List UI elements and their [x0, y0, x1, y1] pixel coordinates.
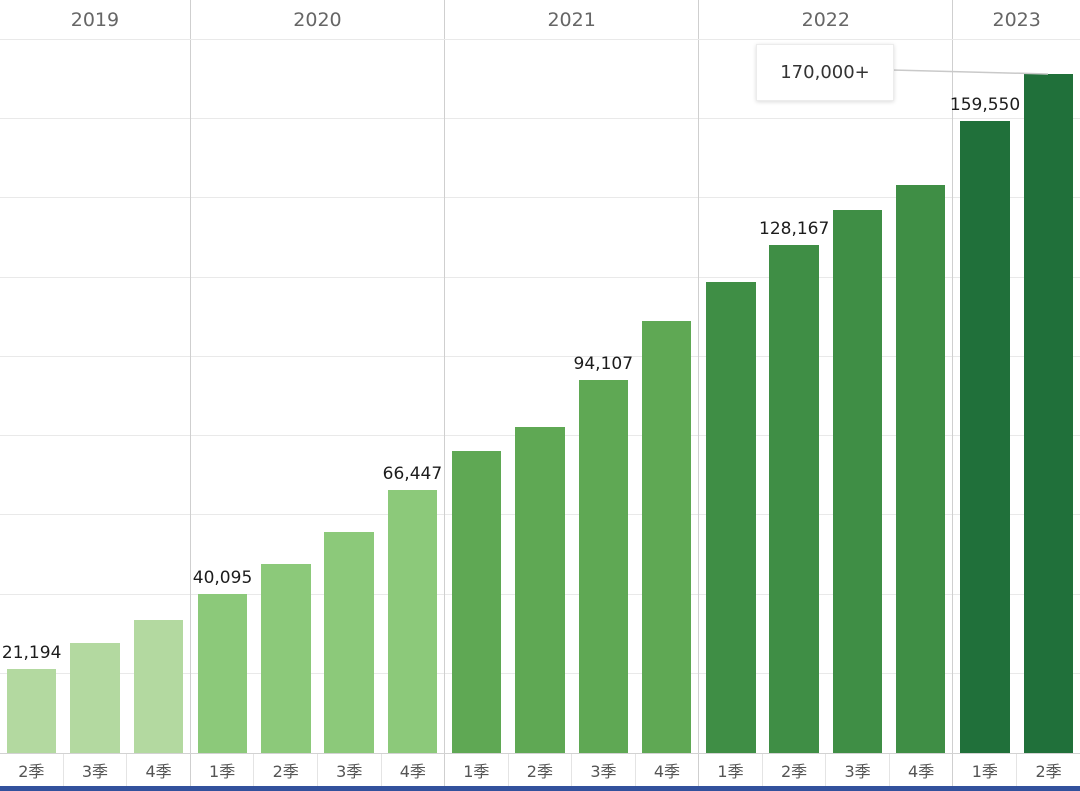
bar-slot-2020-1季: 40,095 [191, 40, 254, 753]
bar-2022-1季[interactable] [706, 282, 756, 753]
bar-2022-4季[interactable] [896, 184, 946, 753]
x-tick-label-2022-3季: 3季 [826, 754, 890, 786]
bar-slot-2023-2季 [1017, 40, 1080, 753]
year-header-row: 2019 2020 2021 2022 2023 [0, 0, 1080, 40]
year-label-2022: 2022 [699, 0, 954, 39]
bar-slot-2021-2季 [508, 40, 571, 753]
bar-slot-2021-3季: 94,107 [572, 40, 635, 753]
x-tick-label-2022-4季: 4季 [908, 762, 935, 781]
x-tick-label-2021-1季: 1季 [445, 754, 509, 786]
bar-2021-2季[interactable] [515, 426, 565, 753]
bar-value-label-2023-1季: 159,550 [949, 95, 1021, 116]
year-label-2023: 2023 [992, 8, 1041, 31]
bar-2020-1季[interactable] [197, 594, 248, 753]
bar-slot-2020-2季 [254, 40, 317, 753]
x-tick-label-2020-4季: 4季 [399, 762, 426, 781]
bar-2023-2季[interactable] [1023, 73, 1074, 753]
year-label-2020: 2020 [191, 0, 446, 39]
bar-2019-3季[interactable] [70, 642, 120, 753]
bar-2019-4季[interactable] [133, 620, 183, 753]
year-label-2021: 2021 [445, 0, 700, 39]
bar-2020-2季[interactable] [261, 563, 311, 753]
bar-value-label-2020-1季: 40,095 [192, 568, 253, 589]
x-tick-label-2020-1季: 1季 [191, 754, 255, 786]
axis-group-2020: 1季 2季 3季 4季 [191, 754, 446, 786]
x-axis-row: 2季 3季 4季 1季 2季 3季 4季 1季 2季 3季 4季 1季 2季 3季 4季 1季 2季 [0, 753, 1080, 786]
axis-group-2019: 2季 3季 4季 [0, 754, 191, 786]
plot-area: 21,194 40,095 66,447 94,107 128,167 159,550 [0, 39, 1080, 753]
bar-slot-2020-4季: 66,447 [381, 40, 444, 753]
x-tick-label-2023-1季: 1季 [953, 754, 1018, 786]
year-pane-2020: 40,095 66,447 [191, 40, 446, 753]
bar-2021-1季[interactable] [452, 451, 502, 753]
bar-2020-4季[interactable] [387, 489, 438, 753]
bar-slot-2019-3季 [63, 40, 126, 753]
bar-value-label-2020-4季: 66,447 [382, 463, 443, 484]
bar-2019-2季[interactable] [6, 669, 57, 753]
bar-slot-2020-3季 [317, 40, 380, 753]
bar-slot-2022-4季 [889, 40, 952, 753]
year-pane-2023: 159,550 [950, 40, 1080, 753]
x-tick-label-2019-2季: 2季 [0, 754, 64, 786]
year-pane-2022: 128,167 [699, 40, 954, 753]
bar-value-label-2022-2季: 128,167 [759, 219, 830, 240]
x-tick-label-2021-2季: 2季 [509, 754, 573, 786]
bar-slot-2023-1季: 159,550 [950, 40, 1020, 753]
year-pane-2021: 94,107 [445, 40, 700, 753]
year-pane-2019: 21,194 [0, 40, 191, 753]
x-tick-label-2021-4季: 4季 [653, 762, 681, 781]
x-tick-label-2019-4季: 4季 [145, 762, 172, 781]
bar-value-label-2021-3季: 94,107 [573, 354, 634, 375]
annotation-box: 170,000+ [756, 44, 894, 101]
bar-value-label-2019-2季: 21,194 [1, 643, 62, 664]
bar-2020-3季[interactable] [324, 531, 374, 753]
bar-slot-2022-2季: 128,167 [759, 40, 829, 753]
axis-group-2023: 1季 2季 [953, 754, 1080, 786]
bottom-blue-strip [0, 786, 1080, 791]
axis-group-2021: 1季 2季 3季 4季 [445, 754, 700, 786]
bar-2021-3季[interactable] [578, 380, 628, 753]
bar-slot-2021-1季 [445, 40, 508, 753]
bar-2022-2季[interactable] [769, 245, 819, 753]
x-tick-label-2022-2季: 2季 [763, 754, 827, 786]
bar-slot-2021-4季 [635, 40, 698, 753]
bar-slot-2019-2季: 21,194 [0, 40, 63, 753]
bar-slot-2022-3季 [826, 40, 889, 753]
bar-2021-4季[interactable] [641, 321, 692, 753]
x-tick-label-2020-2季: 2季 [254, 754, 318, 786]
bar-slot-2019-4季 [127, 40, 190, 753]
x-tick-label-2019-3季: 3季 [64, 754, 128, 786]
x-tick-label-2023-2季: 2季 [1035, 762, 1062, 781]
axis-group-2022: 1季 2季 3季 4季 [699, 754, 954, 786]
bar-2022-3季[interactable] [832, 209, 883, 753]
x-tick-label-2020-3季: 3季 [318, 754, 382, 786]
x-tick-label-2021-3季: 3季 [572, 754, 636, 786]
bar-2023-1季[interactable] [960, 121, 1010, 753]
bar-slot-2022-1季 [699, 40, 762, 753]
year-label-2019: 2019 [0, 0, 191, 39]
x-tick-label-2022-1季: 1季 [699, 754, 763, 786]
